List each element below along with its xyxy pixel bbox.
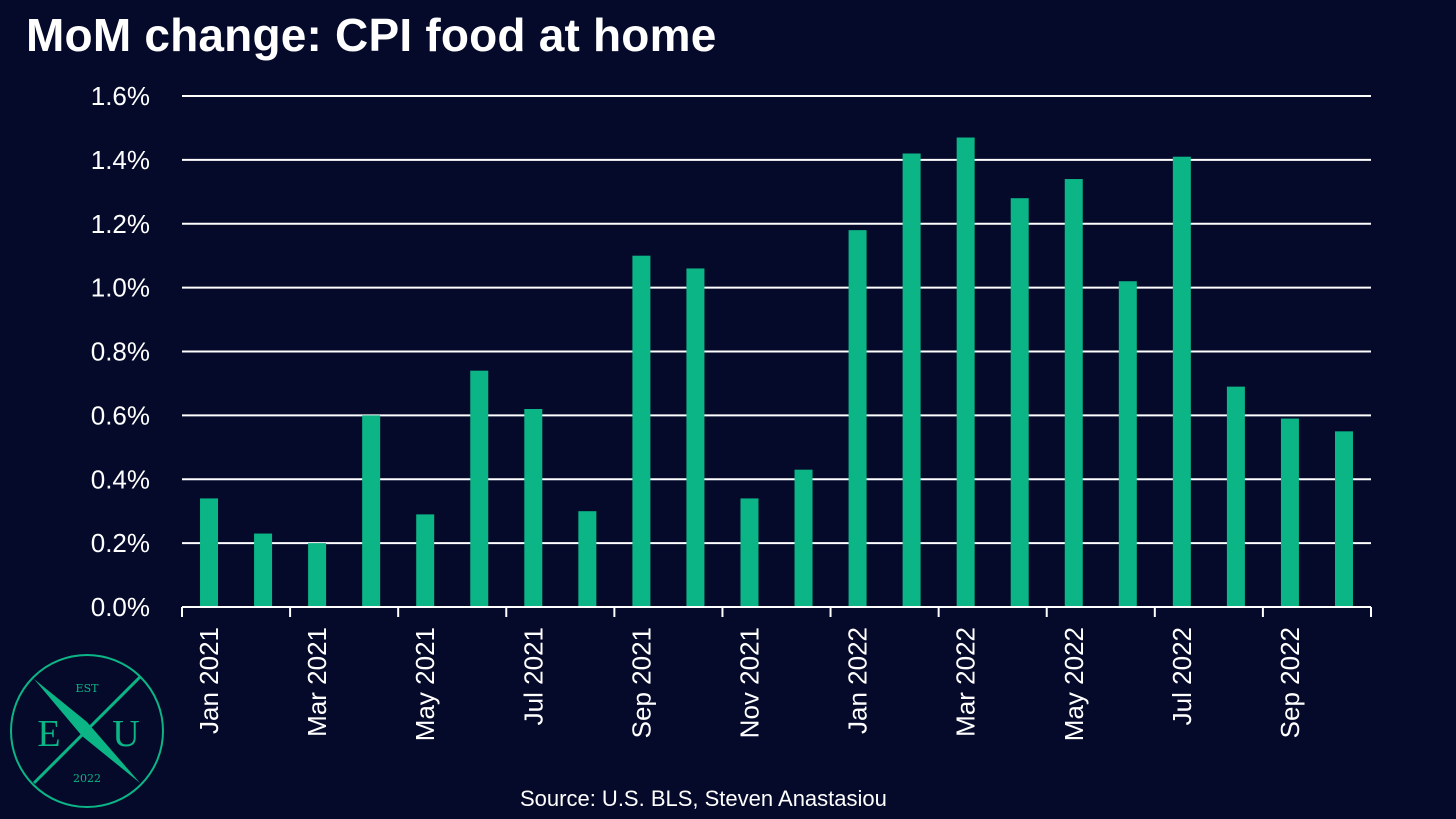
bar — [1064, 179, 1083, 607]
y-tick-label: 0.0% — [91, 592, 150, 622]
bar — [524, 408, 543, 607]
x-tick-label: Sep 2021 — [626, 627, 656, 738]
y-tick-label: 1.2% — [91, 209, 150, 239]
y-tick-label: 0.4% — [91, 464, 150, 494]
logo-est-text: EST — [76, 682, 100, 695]
y-tick-label: 1.0% — [91, 273, 150, 303]
bar — [308, 543, 327, 607]
logo-letter-e: E — [37, 713, 60, 755]
y-tick-label: 1.4% — [91, 145, 150, 175]
bar — [740, 498, 759, 607]
bar — [1010, 198, 1029, 607]
bar — [848, 230, 867, 607]
bar — [254, 533, 273, 607]
x-tick-label: Sep 2022 — [1275, 627, 1305, 738]
source-note: Source: U.S. BLS, Steven Anastasiou — [520, 786, 887, 811]
x-tick-label: Jan 2022 — [843, 627, 873, 734]
y-tick-label: 0.2% — [91, 528, 150, 558]
x-axis — [181, 606, 1372, 617]
bar — [1226, 386, 1245, 607]
x-tick-label: Jul 2022 — [1167, 627, 1197, 725]
x-tick-label: Nov 2021 — [734, 627, 764, 738]
y-tick-label: 1.6% — [91, 81, 150, 111]
bar — [632, 255, 651, 607]
x-tick-label: May 2021 — [410, 627, 440, 741]
gridlines — [182, 95, 1371, 545]
x-tick-label: Mar 2021 — [302, 627, 332, 737]
chart-title: MoM change: CPI food at home — [26, 9, 717, 61]
logo-cross-stroke-2 — [34, 679, 140, 783]
bar — [902, 153, 921, 608]
x-tick-label: Jan 2021 — [194, 627, 224, 734]
x-tick-label: May 2022 — [1059, 627, 1089, 741]
bar — [1172, 156, 1191, 607]
x-tick-label: Jul 2021 — [518, 627, 548, 725]
bar — [416, 514, 435, 607]
x-tick-label: Mar 2022 — [951, 627, 981, 737]
exu-logo: EST E U 2022 — [10, 654, 164, 808]
bar — [362, 415, 381, 607]
bar — [686, 268, 705, 607]
x-axis-labels: Jan 2021 Mar 2021 May 2021 Jul 2021 Sep 2021… — [194, 627, 1305, 741]
y-tick-label: 0.8% — [91, 337, 150, 367]
logo-year-text: 2022 — [73, 772, 101, 785]
logo-letter-u: U — [112, 713, 139, 755]
bar — [1334, 431, 1353, 607]
bar — [470, 370, 489, 607]
y-axis-labels: 0.0% 0.2% 0.4% 0.6% 0.8% 1.0% 1.2% 1.4% 1.6% — [91, 81, 150, 622]
bar — [1280, 418, 1299, 607]
bar — [200, 498, 219, 607]
y-tick-label: 0.6% — [91, 400, 150, 430]
bar — [578, 511, 597, 607]
bar — [1118, 281, 1137, 607]
bars — [200, 137, 1353, 608]
bar — [956, 137, 975, 608]
bar — [794, 469, 813, 607]
